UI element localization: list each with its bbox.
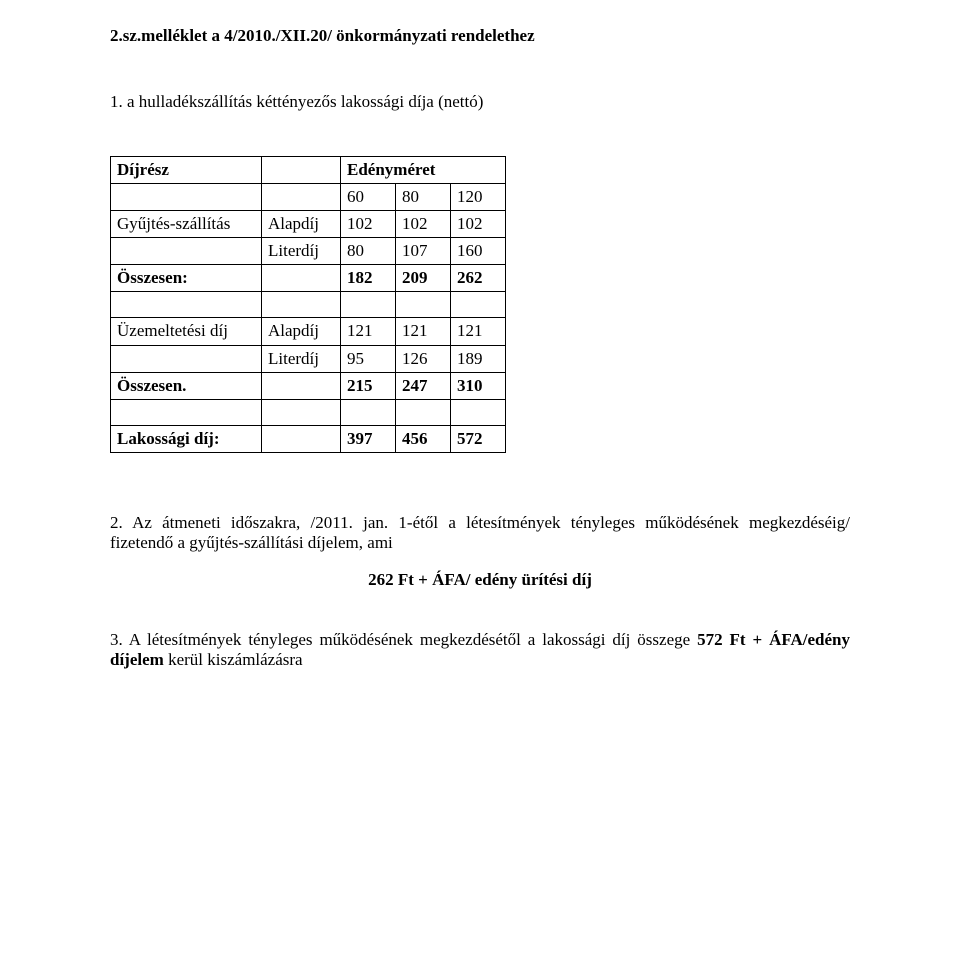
table-row: Összesen: 182 209 262 (111, 265, 506, 292)
row-v0: 215 (341, 372, 396, 399)
row-label: Lakossági díj: (111, 425, 262, 452)
row-label (111, 238, 262, 265)
row-v2 (451, 399, 506, 425)
document-title: 2.sz.melléklet a 4/2010./XII.20/ önkormá… (110, 26, 850, 46)
row-sub: Literdíj (262, 238, 341, 265)
row-sub: Alapdíj (262, 211, 341, 238)
row-label (111, 399, 262, 425)
row-v2: 262 (451, 265, 506, 292)
row-v2: 121 (451, 318, 506, 345)
row-v0 (341, 292, 396, 318)
header-edenymeret: Edényméret (341, 157, 506, 184)
row-label: Összesen: (111, 265, 262, 292)
row-v0: 102 (341, 211, 396, 238)
row-v2: 189 (451, 345, 506, 372)
row-v0: 80 (341, 238, 396, 265)
row-label: Üzemeltetési díj (111, 318, 262, 345)
table-row: Literdíj 95 126 189 (111, 345, 506, 372)
row-v1: 102 (396, 211, 451, 238)
row-label (111, 345, 262, 372)
table-header-row-1: Díjrész Edényméret (111, 157, 506, 184)
row-v0: 95 (341, 345, 396, 372)
size-col-0: 60 (341, 184, 396, 211)
row-v0: 182 (341, 265, 396, 292)
row-v1: 456 (396, 425, 451, 452)
header-dijresz: Díjrész (111, 157, 262, 184)
row-sub (262, 292, 341, 318)
row-sub (262, 372, 341, 399)
row-v2: 310 (451, 372, 506, 399)
section-3-text: 3. A létesítmények tényleges működésének… (110, 630, 850, 670)
row-v1: 121 (396, 318, 451, 345)
cell-empty (262, 184, 341, 211)
row-sub (262, 399, 341, 425)
row-label: Gyűjtés-szállítás (111, 211, 262, 238)
row-v1: 126 (396, 345, 451, 372)
table-row: Literdíj 80 107 160 (111, 238, 506, 265)
row-sub (262, 265, 341, 292)
section-2-text: 2. Az átmeneti időszakra, /2011. jan. 1-… (110, 513, 850, 553)
row-v1 (396, 292, 451, 318)
table-row: Gyűjtés-szállítás Alapdíj 102 102 102 (111, 211, 506, 238)
row-v1: 247 (396, 372, 451, 399)
document-page: 2.sz.melléklet a 4/2010./XII.20/ önkormá… (0, 0, 960, 727)
table-header-row-2: 60 80 120 (111, 184, 506, 211)
row-v1: 107 (396, 238, 451, 265)
row-v1: 209 (396, 265, 451, 292)
table-row: Üzemeltetési díj Alapdíj 121 121 121 (111, 318, 506, 345)
row-label (111, 292, 262, 318)
table-row (111, 292, 506, 318)
header-empty (262, 157, 341, 184)
row-v2: 572 (451, 425, 506, 452)
section-2-fee: 262 Ft + ÁFA/ edény ürítési díj (110, 570, 850, 590)
cell-empty (111, 184, 262, 211)
size-col-1: 80 (396, 184, 451, 211)
row-sub (262, 425, 341, 452)
section-3-a: 3. A létesítmények tényleges működésének… (110, 630, 690, 649)
row-sub: Alapdíj (262, 318, 341, 345)
row-sub: Literdíj (262, 345, 341, 372)
size-col-2: 120 (451, 184, 506, 211)
row-v0 (341, 399, 396, 425)
row-v0: 121 (341, 318, 396, 345)
row-v2 (451, 292, 506, 318)
section-1-intro: 1. a hulladékszállítás kéttényezős lakos… (110, 92, 850, 112)
row-v1 (396, 399, 451, 425)
table-row: Összesen. 215 247 310 (111, 372, 506, 399)
table-row: Lakossági díj: 397 456 572 (111, 425, 506, 452)
row-v2: 160 (451, 238, 506, 265)
row-v2: 102 (451, 211, 506, 238)
fee-table: Díjrész Edényméret 60 80 120 Gyűjtés-szá… (110, 156, 506, 453)
section-3-c: kerül kiszámlázásra (164, 650, 303, 669)
row-label: Összesen. (111, 372, 262, 399)
table-row (111, 399, 506, 425)
row-v0: 397 (341, 425, 396, 452)
